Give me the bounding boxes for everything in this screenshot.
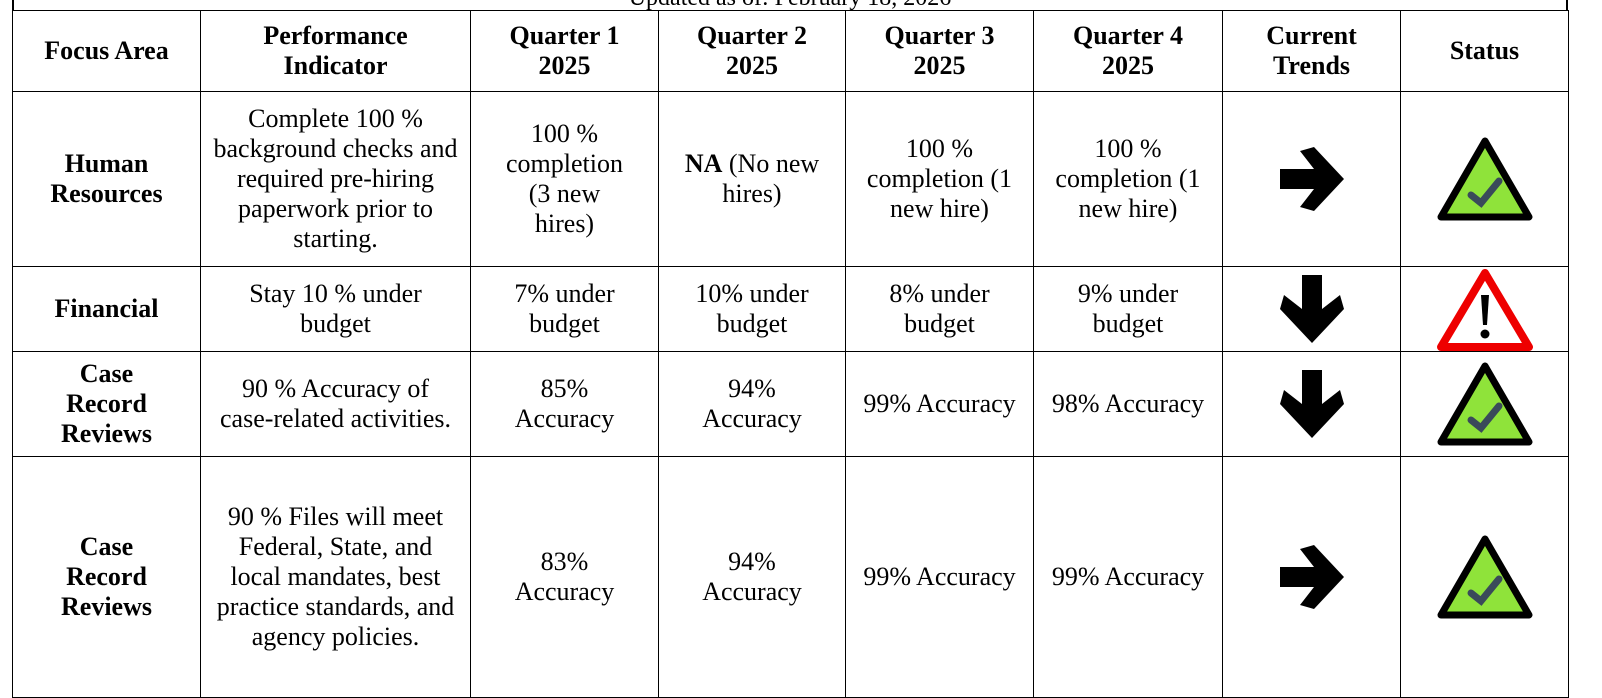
status-warning bbox=[1436, 269, 1533, 351]
header-text: Performance Indicator bbox=[263, 21, 408, 80]
column-header: Status bbox=[1400, 10, 1569, 92]
trend-down bbox=[1279, 275, 1344, 343]
cell-text: 9% under budget bbox=[1077, 279, 1179, 338]
column-header: Performance Indicator bbox=[200, 10, 471, 92]
cell-strong: NA bbox=[684, 149, 723, 178]
cell-text: 90 % Files will meet Federal, State, and… bbox=[216, 502, 455, 651]
table-row: Financial Stay 10 % under budget 7% under … bbox=[12, 266, 1569, 352]
cell-text-rest: (No new hires) bbox=[722, 149, 820, 208]
table-cell: Human Resources bbox=[12, 91, 201, 267]
table-cell: 10% under budget bbox=[658, 266, 846, 352]
table-cell: 99% Accuracy bbox=[845, 351, 1034, 457]
cell-text: Complete 100 % background checks and req… bbox=[213, 104, 458, 253]
cell-text: NA (No new hires) bbox=[681, 149, 823, 209]
column-header: Focus Area bbox=[12, 10, 201, 92]
cell-text: 99% Accuracy bbox=[863, 562, 1016, 591]
column-header: Current Trends bbox=[1222, 10, 1401, 92]
table-cell: NA (No new hires) bbox=[658, 91, 846, 267]
table-cell: Financial bbox=[12, 266, 201, 352]
cell-text: Case Record Reviews bbox=[61, 359, 152, 448]
table-row: Case Record Reviews 90 % Files will meet … bbox=[12, 456, 1569, 698]
status-cell bbox=[1400, 456, 1569, 698]
cell-text: 94% Accuracy bbox=[702, 547, 802, 606]
header-text: Quarter 3 2025 bbox=[884, 21, 995, 80]
table-cell: 99% Accuracy bbox=[845, 456, 1034, 698]
header-text: Status bbox=[1449, 36, 1520, 65]
trend-cell bbox=[1222, 91, 1401, 267]
status-cell bbox=[1400, 266, 1569, 352]
cell-text: 83% Accuracy bbox=[514, 547, 615, 606]
table-cell: Case Record Reviews bbox=[12, 351, 201, 457]
trend-cell bbox=[1222, 266, 1401, 352]
table-cell: 85% Accuracy bbox=[470, 351, 659, 457]
status-ok bbox=[1437, 362, 1532, 446]
status-ok bbox=[1437, 137, 1532, 221]
cell-text: 100 % completion (1 new hire) bbox=[1055, 134, 1201, 223]
column-header: Quarter 2 2025 bbox=[658, 10, 846, 92]
cell-text: Financial bbox=[54, 294, 159, 323]
table-cell: 83% Accuracy bbox=[470, 456, 659, 698]
header-text: Focus Area bbox=[44, 36, 169, 65]
trend-cell bbox=[1222, 351, 1401, 457]
cell-text: Case Record Reviews bbox=[61, 532, 152, 621]
status-cell bbox=[1400, 91, 1569, 267]
cell-text: 98% Accuracy bbox=[1051, 389, 1205, 418]
trend-down bbox=[1279, 370, 1344, 438]
column-header: Quarter 1 2025 bbox=[470, 10, 659, 92]
trend-right bbox=[1279, 147, 1344, 211]
table-cell: 90 % Accuracy of case-related activities… bbox=[200, 351, 471, 457]
kpi-table: Focus Area Performance Indicator Quarter 1… bbox=[12, 10, 1569, 698]
cell-text: 8% under budget bbox=[889, 279, 990, 338]
table-cell: Complete 100 % background checks and req… bbox=[200, 91, 471, 267]
status-ok bbox=[1437, 535, 1532, 619]
table-row: Case Record Reviews 90 % Accuracy of case… bbox=[12, 351, 1569, 457]
header-row: Focus Area Performance Indicator Quarter 1… bbox=[12, 10, 1569, 92]
status-cell bbox=[1400, 351, 1569, 457]
table-cell: Case Record Reviews bbox=[12, 456, 201, 698]
trend-cell bbox=[1222, 456, 1401, 698]
header-text: Quarter 2 2025 bbox=[697, 21, 807, 80]
table-cell: 94% Accuracy bbox=[658, 351, 846, 457]
table-row: Human Resources Complete 100 % background… bbox=[12, 91, 1569, 267]
cell-text: Human Resources bbox=[50, 149, 163, 208]
table-cell: 8% under budget bbox=[845, 266, 1034, 352]
table-cell: 98% Accuracy bbox=[1033, 351, 1223, 457]
cell-text: 99% Accuracy bbox=[863, 389, 1016, 418]
table-cell: 99% Accuracy bbox=[1033, 456, 1223, 698]
cell-text: 90 % Accuracy of case-related activities… bbox=[220, 374, 451, 433]
table-cell: 100 % completion (3 new hires) bbox=[470, 91, 659, 267]
table-cell: 100 % completion (1 new hire) bbox=[1033, 91, 1223, 267]
cell-text: 85% Accuracy bbox=[514, 374, 615, 433]
header-text: Current Trends bbox=[1266, 21, 1357, 80]
cell-text: 100 % completion (3 new hires) bbox=[506, 119, 623, 238]
table-cell: 9% under budget bbox=[1033, 266, 1223, 352]
cell-text: 100 % completion (1 new hire) bbox=[866, 134, 1013, 223]
header-text: Quarter 1 2025 bbox=[509, 21, 620, 80]
table-cell: Stay 10 % under budget bbox=[200, 266, 471, 352]
cell-text: 99% Accuracy bbox=[1051, 562, 1205, 591]
column-header: Quarter 3 2025 bbox=[845, 10, 1034, 92]
table-cell: 94% Accuracy bbox=[658, 456, 846, 698]
table-cell: 100 % completion (1 new hire) bbox=[845, 91, 1034, 267]
trend-right bbox=[1279, 545, 1344, 609]
table-cell: 7% under budget bbox=[470, 266, 659, 352]
cell-text: Stay 10 % under budget bbox=[249, 279, 422, 338]
header-text: Quarter 4 2025 bbox=[1073, 21, 1183, 80]
table-cell: 90 % Files will meet Federal, State, and… bbox=[200, 456, 471, 698]
cell-text: 10% under budget bbox=[695, 279, 809, 338]
cell-text: 7% under budget bbox=[514, 279, 615, 338]
document: Updated as of: February 18, 2026 Focus A… bbox=[12, 0, 1569, 698]
updated-note: Updated as of: February 18, 2026 bbox=[12, 0, 1568, 10]
cell-text: 94% Accuracy bbox=[702, 374, 802, 433]
column-header: Quarter 4 2025 bbox=[1033, 10, 1223, 92]
